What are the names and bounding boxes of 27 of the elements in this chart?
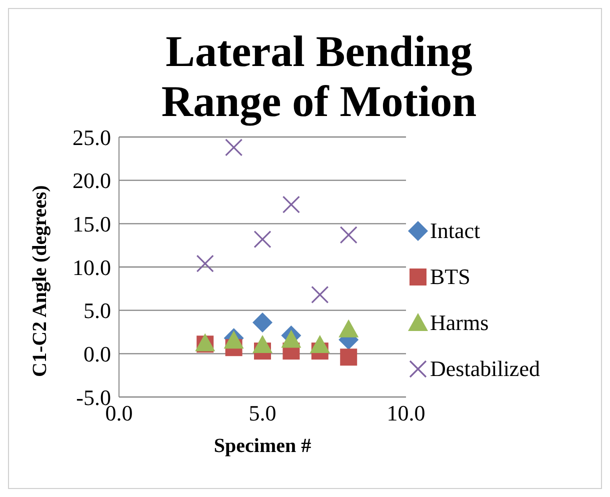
point [225,138,243,156]
chart-title: Lateral Bending Range of Motion [161,27,477,126]
x-axis-title: Specimen # [214,435,312,457]
y-tick-label: 5.0 [84,298,111,324]
point [254,230,272,248]
point [340,348,358,366]
legend-label: Harms [430,310,489,336]
x-tick-label: 10.0 [386,400,426,426]
point [196,254,214,272]
point [340,226,358,244]
x-tick-label: 5.0 [248,400,276,426]
y-tick-label: 10.0 [72,254,111,280]
point [311,286,329,304]
y-tick-label: 0.0 [84,341,111,366]
point [252,335,272,353]
legend-label: Destabilized [430,356,540,382]
point [338,319,359,338]
point [252,312,272,332]
legend-label: BTS [430,264,470,290]
y-axis-title: C1-C2 Angle (degrees) [29,185,52,377]
point [282,196,300,214]
y-tick-label: 15.0 [72,211,111,236]
point [310,335,330,353]
y-tick-label: 20.0 [72,168,111,194]
legend-label: Intact [430,218,480,244]
point [281,330,302,348]
y-tick-label: 25.0 [72,124,111,150]
